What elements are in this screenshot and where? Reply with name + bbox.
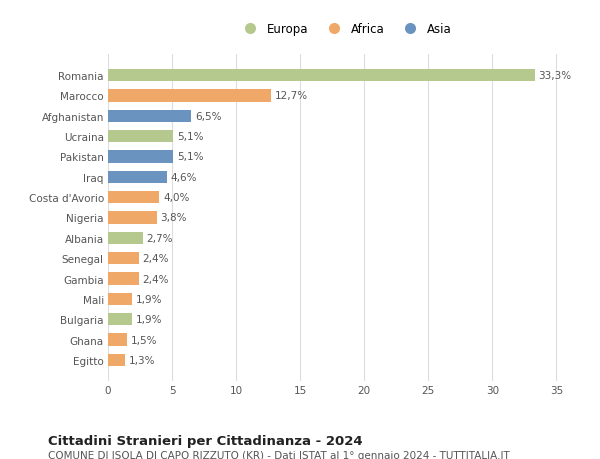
Bar xyxy=(108,111,191,123)
Text: 1,5%: 1,5% xyxy=(131,335,158,345)
Text: 1,3%: 1,3% xyxy=(128,355,155,365)
Bar xyxy=(108,90,271,102)
Bar xyxy=(108,151,173,163)
Text: 5,1%: 5,1% xyxy=(177,132,203,142)
Text: 33,3%: 33,3% xyxy=(538,71,572,81)
Bar xyxy=(108,252,139,265)
Bar xyxy=(108,273,139,285)
Bar xyxy=(108,131,173,143)
Text: 2,4%: 2,4% xyxy=(143,254,169,263)
Bar xyxy=(108,334,127,346)
Text: Cittadini Stranieri per Cittadinanza - 2024: Cittadini Stranieri per Cittadinanza - 2… xyxy=(48,434,362,447)
Text: 5,1%: 5,1% xyxy=(177,152,203,162)
Bar xyxy=(108,192,159,204)
Text: 2,4%: 2,4% xyxy=(143,274,169,284)
Bar xyxy=(108,313,133,325)
Text: 1,9%: 1,9% xyxy=(136,314,163,325)
Bar xyxy=(108,212,157,224)
Bar xyxy=(108,293,133,305)
Text: 4,0%: 4,0% xyxy=(163,193,190,203)
Text: 6,5%: 6,5% xyxy=(195,112,221,122)
Text: 4,6%: 4,6% xyxy=(171,173,197,182)
Bar xyxy=(108,70,535,82)
Text: COMUNE DI ISOLA DI CAPO RIZZUTO (KR) - Dati ISTAT al 1° gennaio 2024 - TUTTITALI: COMUNE DI ISOLA DI CAPO RIZZUTO (KR) - D… xyxy=(48,450,510,459)
Text: 3,8%: 3,8% xyxy=(161,213,187,223)
Legend: Europa, Africa, Asia: Europa, Africa, Asia xyxy=(233,19,457,41)
Text: 2,7%: 2,7% xyxy=(146,233,173,243)
Bar xyxy=(108,354,125,366)
Text: 12,7%: 12,7% xyxy=(275,91,308,101)
Bar xyxy=(108,171,167,184)
Bar xyxy=(108,232,143,244)
Text: 1,9%: 1,9% xyxy=(136,294,163,304)
